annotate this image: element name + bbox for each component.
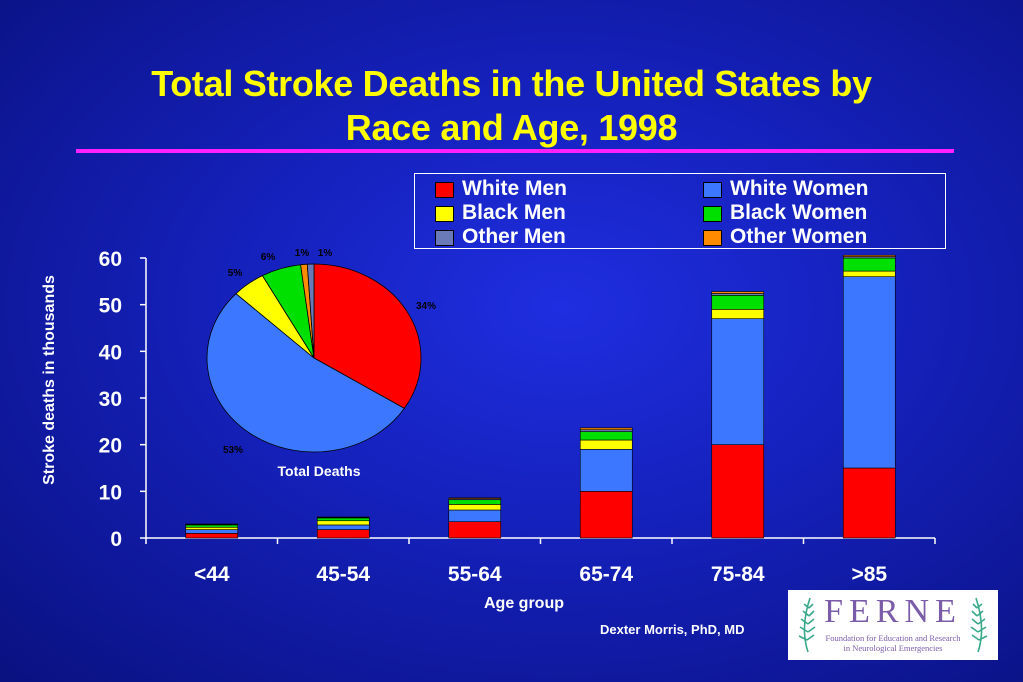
y-tick-label: 10 <box>99 481 122 504</box>
ferne-logo: FERNE Foundation for Education and Resea… <box>788 590 998 660</box>
pie-label-white-men: 34% <box>416 301 436 312</box>
pie-label-black-women: 6% <box>261 252 276 263</box>
bar-segment-black-men-lt44 <box>185 526 239 530</box>
legend-label-white-men: White Men <box>462 177 567 200</box>
logo-letters: FERNE <box>824 593 962 630</box>
bar-segment-other-women-gt85 <box>842 254 896 257</box>
bar-segment-other-women-75-84 <box>711 291 765 294</box>
legend-swatch-other-women <box>703 230 722 246</box>
bar-segment-black-women-45-54 <box>316 517 370 522</box>
logo-subtitle-line-2: in Neurological Emergencies <box>843 643 943 653</box>
pie-slice-white-women <box>206 293 405 453</box>
bar-segment-white-men-lt44 <box>185 533 239 539</box>
y-axis-title: Stroke deaths in thousands <box>41 275 58 485</box>
logo-subtitle: Foundation for Education and Research in… <box>816 633 970 653</box>
x-tick-label-gt85: >85 <box>851 563 887 586</box>
y-tick-label: 60 <box>99 248 122 271</box>
legend-swatch-other-men <box>435 230 454 246</box>
x-tick-label-lt44: <44 <box>194 563 230 586</box>
bar-segment-black-women-gt85 <box>842 257 896 272</box>
bar-segment-black-men-55-64 <box>448 504 502 511</box>
bar-segment-black-women-75-84 <box>711 295 765 310</box>
bar-segment-white-women-75-84 <box>711 318 765 445</box>
bar-segment-white-men-55-64 <box>448 521 502 539</box>
bar-segment-white-women-65-74 <box>579 449 633 492</box>
pie-label-other-women: 1% <box>318 248 333 259</box>
bar-segment-white-women-gt85 <box>842 276 896 469</box>
legend-swatch-black-men <box>435 206 454 222</box>
legend-label-other-women: Other Women <box>730 225 868 248</box>
legend-label-other-men: Other Men <box>462 225 566 248</box>
y-tick-label: 50 <box>99 295 122 318</box>
bar-segment-black-men-65-74 <box>579 439 633 450</box>
x-tick-label-55-64: 55-64 <box>448 563 502 586</box>
slide-title-line-1: Total Stroke Deaths in the United States… <box>151 63 872 104</box>
slide-title: Total Stroke Deaths in the United States… <box>40 62 983 150</box>
bar-segment-white-women-55-64 <box>448 509 502 522</box>
pie-label-other-men: 1% <box>295 248 310 259</box>
title-divider <box>76 149 954 153</box>
legend-label-white-women: White Women <box>730 177 869 200</box>
y-tick-label: 30 <box>99 388 122 411</box>
pie-label-white-women: 53% <box>223 445 243 456</box>
legend-swatch-black-women <box>703 206 722 222</box>
legend-label-black-men: Black Men <box>462 201 566 224</box>
bar-segment-black-women-65-74 <box>579 431 633 441</box>
bar-segment-other-women-55-64 <box>448 497 502 500</box>
chart-legend: White Men White Women Black Men Black Wo… <box>414 173 946 249</box>
x-tick-label-45-54: 45-54 <box>316 563 370 586</box>
bar-segment-black-men-gt85 <box>842 270 896 277</box>
bar-segment-white-men-65-74 <box>579 491 633 539</box>
y-tick-label: 0 <box>110 528 122 551</box>
x-tick-label-65-74: 65-74 <box>579 563 633 586</box>
slide-title-line-2: Race and Age, 1998 <box>345 107 678 148</box>
x-axis-title: Age group <box>484 595 564 612</box>
pie-title: Total Deaths <box>278 463 361 479</box>
x-tick-label-75-84: 75-84 <box>711 563 765 586</box>
bar-segment-black-men-75-84 <box>711 309 765 319</box>
pie-slice-white-men <box>313 263 422 409</box>
author-credit: Dexter Morris, PhD, MD <box>600 622 745 637</box>
fern-leaf-icon <box>798 597 988 653</box>
bar-segment-white-men-75-84 <box>711 444 765 539</box>
y-tick-label: 20 <box>99 435 122 458</box>
bar-segment-white-women-45-54 <box>316 524 370 530</box>
bar-segment-white-men-45-54 <box>316 529 370 539</box>
bar-segment-white-men-gt85 <box>842 467 896 539</box>
legend-label-black-women: Black Women <box>730 201 868 224</box>
bar-segment-black-women-lt44 <box>185 524 239 528</box>
pie-slice-other-women <box>306 263 315 359</box>
bar-segment-other-women-65-74 <box>579 427 633 431</box>
legend-swatch-white-men <box>435 182 454 198</box>
bar-segment-black-women-55-64 <box>448 499 502 505</box>
bar-segment-white-women-lt44 <box>185 529 239 534</box>
legend-swatch-white-women <box>703 182 722 198</box>
logo-subtitle-line-1: Foundation for Education and Research <box>825 633 961 643</box>
bar-segment-black-men-45-54 <box>316 520 370 526</box>
pie-label-black-men: 5% <box>228 268 243 279</box>
y-tick-label: 40 <box>99 341 122 364</box>
